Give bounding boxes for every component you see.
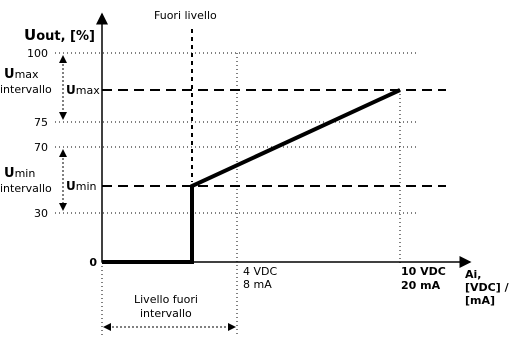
out-of-range-label-2: intervallo (140, 307, 192, 320)
umin-interval-label-2: intervallo (0, 182, 52, 195)
out-of-range-label-1: Livello fuori (134, 293, 198, 306)
ytick-75: 75 (34, 116, 48, 129)
umax-marker: Umax (66, 83, 100, 97)
umin-marker: Umin (66, 179, 97, 193)
ytick-70: 70 (34, 141, 48, 154)
umin-interval-label: Umin (4, 166, 35, 181)
x-axis-label-1: Ai, (465, 268, 481, 281)
ytick-0: 0 (89, 256, 97, 269)
x-mark-10vdc: 10 VDC (401, 265, 446, 278)
ytick-100: 100 (27, 47, 48, 60)
x-axis-label-3: [mA] (465, 294, 495, 307)
ytick-30: 30 (34, 207, 48, 220)
h-gridlines (55, 52, 418, 214)
x-axis-label-2: [VDC] / (465, 281, 510, 294)
y-axis-label: Uout, [%] (24, 26, 95, 44)
umax-interval-label-2: intervallo (0, 83, 52, 96)
x-mark-8ma: 8 mA (243, 278, 272, 291)
characteristic-curve (102, 88, 401, 264)
out-of-level-title: Fuori livello (154, 9, 217, 22)
x-mark-4vdc: 4 VDC (243, 265, 277, 278)
v-gridlines (101, 53, 401, 335)
umax-interval-label: Umax (4, 67, 39, 82)
x-mark-20ma: 20 mA (401, 279, 441, 292)
